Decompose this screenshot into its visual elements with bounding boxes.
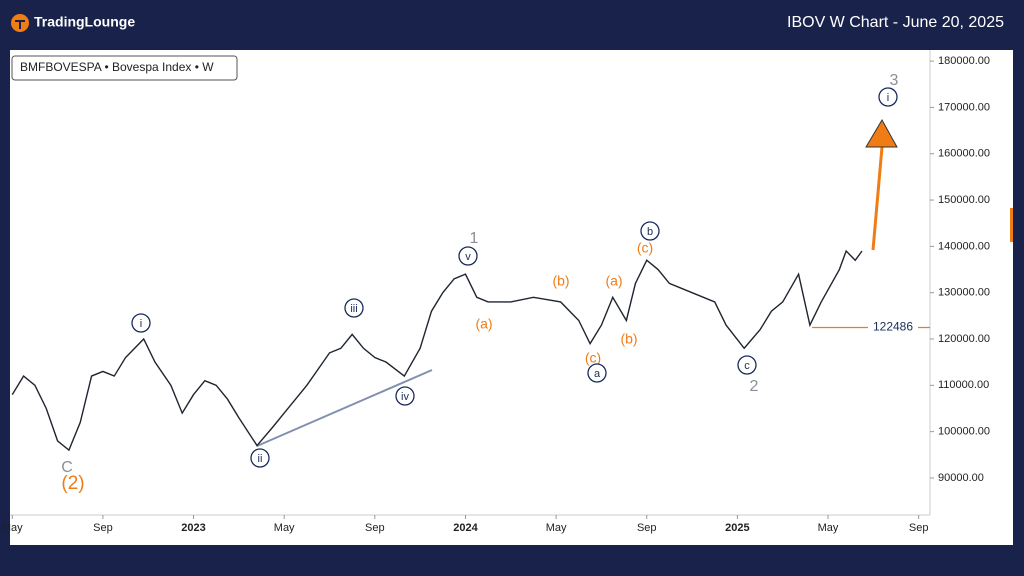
x-tick-label: 2023: [181, 522, 205, 534]
y-tick-label: 130000.00: [938, 287, 990, 299]
brand: TradingLounge: [34, 14, 135, 30]
wave-circle: [587, 363, 607, 383]
wave-circle: [344, 298, 364, 318]
wave-circle: [737, 355, 757, 375]
x-tick-label: Sep: [365, 522, 385, 534]
wave-label: i: [887, 92, 889, 104]
wave-label: (b): [552, 273, 569, 289]
legend-text: BMFBOVESPA • Bovespa Index • W: [20, 60, 214, 74]
wave-label: 3: [890, 72, 899, 89]
wave-label: (c): [585, 350, 601, 366]
x-tick-label: Sep: [93, 522, 113, 534]
scroll-marker: [1010, 208, 1013, 242]
trend-line: [256, 369, 433, 447]
wave-label: C: [61, 459, 73, 476]
y-tick-label: 100000.00: [938, 426, 990, 438]
wave-circle: [395, 386, 415, 406]
wave-circle: [458, 246, 478, 266]
wave-circle: [878, 87, 898, 107]
wave-label: (2): [61, 473, 84, 494]
x-tick-label: Sep: [909, 522, 929, 534]
wave-circle: [640, 221, 660, 241]
wave-label: c: [744, 360, 750, 372]
x-tick-label: 2025: [725, 522, 749, 534]
chart-panel: [10, 50, 1013, 545]
wave-label: 2: [750, 378, 759, 395]
wave-label: (c): [637, 240, 653, 256]
wave-label: ii: [258, 453, 263, 465]
y-tick-label: 140000.00: [938, 240, 990, 252]
wave-label: b: [647, 226, 653, 238]
x-tick-label: May: [274, 522, 295, 534]
wave-label: i: [140, 318, 142, 330]
logo-icon: [19, 20, 21, 29]
x-tick-label: May: [546, 522, 567, 534]
arrow-head: [865, 118, 898, 148]
header-title: IBOV W Chart - June 20, 2025: [787, 14, 1004, 31]
wave-label: (b): [620, 331, 637, 347]
price-level-bg: [868, 319, 918, 336]
y-tick-label: 180000.00: [938, 55, 990, 67]
y-tick-label: 120000.00: [938, 333, 990, 345]
y-tick-label: 110000.00: [938, 379, 989, 391]
logo: TradingLounge: [11, 14, 135, 32]
x-tick-label: Sep: [637, 522, 657, 534]
legend-box: [11, 55, 238, 81]
wave-label: (a): [605, 273, 622, 289]
x-tick-label: 2024: [453, 522, 478, 534]
y-tick-label: 150000.00: [938, 194, 990, 206]
y-tick-label: 90000.00: [938, 472, 984, 484]
price-level-label: 122486: [873, 320, 913, 334]
projection-arrow: [871, 146, 884, 251]
y-tick-label: 160000.00: [938, 148, 990, 160]
wave-label: a: [594, 368, 601, 380]
wave-label: iii: [350, 303, 357, 315]
x-tick-label: May: [818, 522, 839, 534]
price-line: [11, 249, 863, 452]
wave-label: iv: [401, 391, 409, 403]
wave-circle: [250, 448, 270, 468]
x-tick-label: May: [2, 522, 23, 534]
wave-label: v: [465, 251, 471, 263]
wave-circle: [131, 313, 151, 333]
y-tick-label: 170000.00: [938, 101, 990, 113]
wave-label: 1: [470, 230, 479, 247]
wave-label: (a): [475, 316, 492, 332]
